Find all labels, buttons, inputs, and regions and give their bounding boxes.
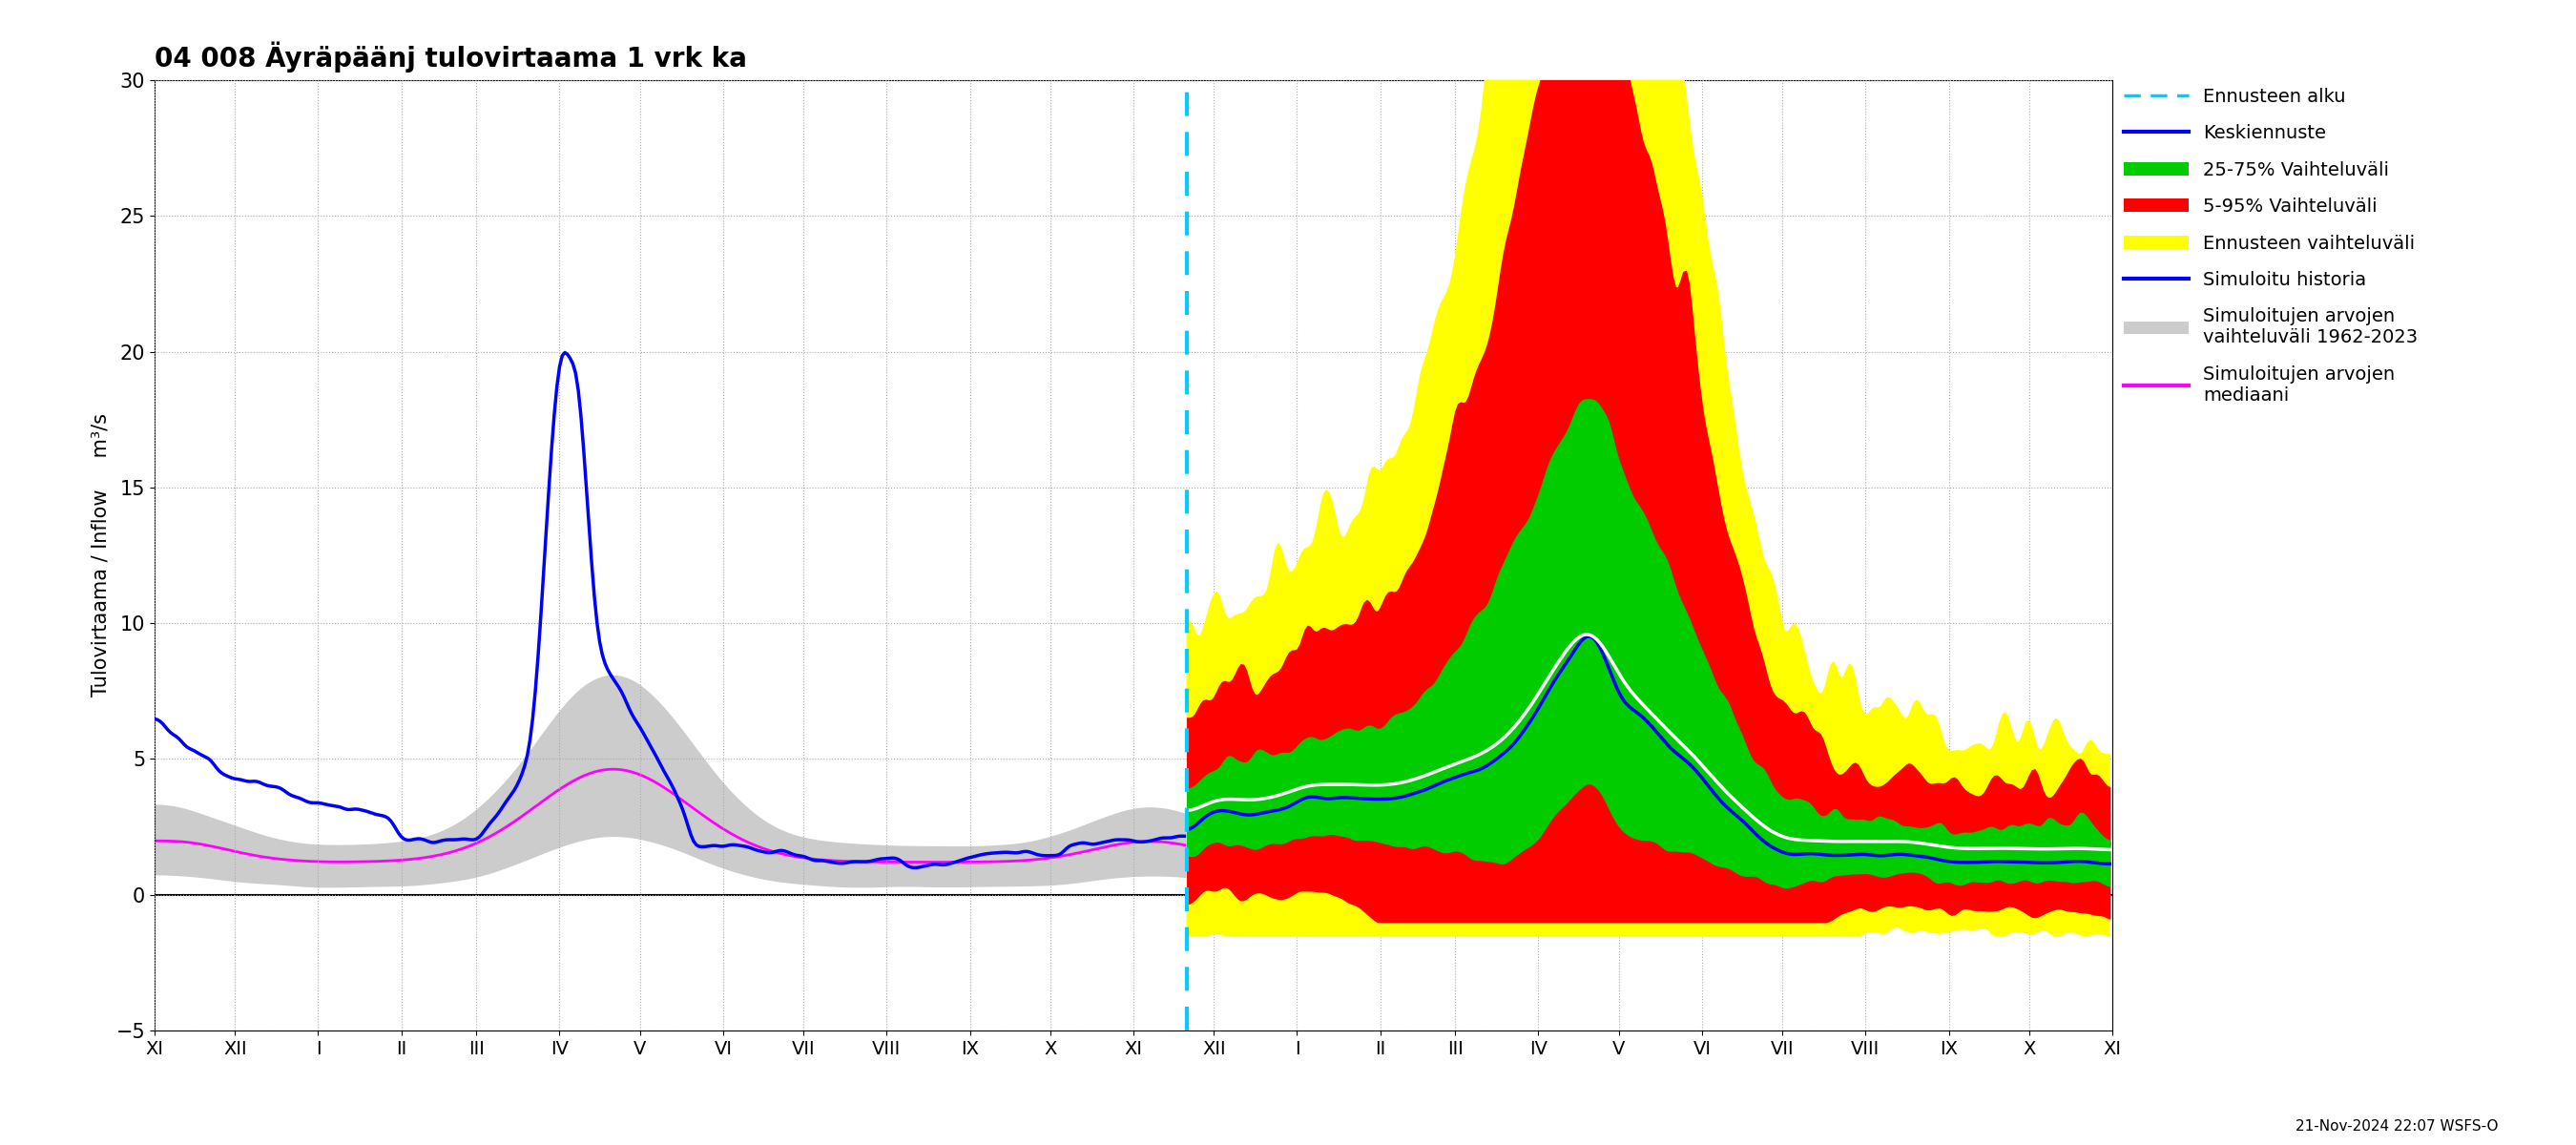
Text: 04 008 Äyräpäänj tulovirtaama 1 vrk ka: 04 008 Äyräpäänj tulovirtaama 1 vrk ka: [155, 41, 747, 72]
Text: 21-Nov-2024 22:07 WSFS-O: 21-Nov-2024 22:07 WSFS-O: [2295, 1120, 2499, 1134]
Legend: Ennusteen alku, Keskiennuste, 25-75% Vaihteluväli, 5-95% Vaihteluväli, Ennusteen: Ennusteen alku, Keskiennuste, 25-75% Vai…: [2117, 80, 2427, 412]
Y-axis label: Tulovirtaama / Inflow     m³/s: Tulovirtaama / Inflow m³/s: [93, 413, 111, 697]
